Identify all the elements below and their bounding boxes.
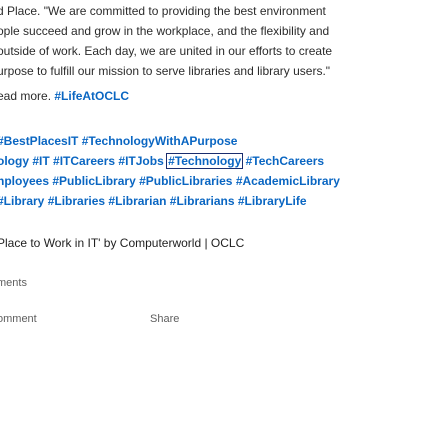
hashtag-it[interactable]: #IT [32, 154, 50, 168]
read-more-line: ead more. #LifeAtOCLC [0, 88, 129, 105]
hashtag-bestplacesit[interactable]: #BestPlacesIT [0, 134, 79, 148]
hashtag-publiclibraries[interactable]: #PublicLibraries [139, 174, 233, 188]
hashtag-techcareers[interactable]: #TechCareers [245, 154, 325, 168]
comments-count[interactable]: ments [0, 277, 27, 289]
hashtag-itcareers[interactable]: #ITCareers [53, 154, 116, 168]
hashtag-technology-partial[interactable]: ology [0, 154, 29, 168]
post-quote-line-2: ople succeed and grow in the workplace, … [0, 24, 330, 38]
comment-button[interactable]: omment [0, 313, 37, 325]
hashtag-librarians[interactable]: #Librarians [169, 194, 235, 208]
hashtag-line-3: nployees #PublicLibrary #PublicLibraries… [0, 173, 340, 190]
hashtag-technologywithapurpose[interactable]: #TechnologyWithAPurpose [81, 134, 238, 148]
share-button[interactable]: Share [150, 313, 180, 325]
hashtag-technology[interactable]: #Technology [166, 153, 244, 169]
hashtag-academiclibrary[interactable]: #AcademicLibrary [235, 174, 340, 188]
hashtag-line-1: #BestPlacesIT #TechnologyWithAPurpose [0, 133, 237, 150]
hashtag-line-4: #Library #Libraries #Librarian #Libraria… [0, 193, 307, 210]
read-more-text: ead more. [0, 89, 52, 103]
post-quote-line-1: d Place. "We are committed to providing … [0, 4, 326, 18]
hashtag-lifeatoclc[interactable]: #LifeAtOCLC [54, 89, 130, 103]
hashtag-publiclibrary[interactable]: #PublicLibrary [52, 174, 136, 188]
hashtag-libraries[interactable]: #Libraries [47, 194, 106, 208]
article-link-title[interactable]: Place to Work in IT' by Computerworld | … [0, 236, 245, 250]
hashtag-itjobs[interactable]: #ITJobs [118, 154, 164, 168]
post-quote-line-3: outside of work. Each day, we are united… [0, 44, 333, 58]
hashtag-librarylife[interactable]: #LibraryLife [237, 194, 307, 208]
hashtag-employees-partial[interactable]: nployees [0, 174, 50, 188]
hashtag-library[interactable]: #Library [0, 194, 45, 208]
post-quote-line-4: urpose to fulfill our mission to serve l… [0, 64, 331, 78]
hashtag-line-2: ology #IT #ITCareers #ITJobs #Technology… [0, 153, 324, 170]
hashtag-librarian[interactable]: #Librarian [108, 194, 167, 208]
